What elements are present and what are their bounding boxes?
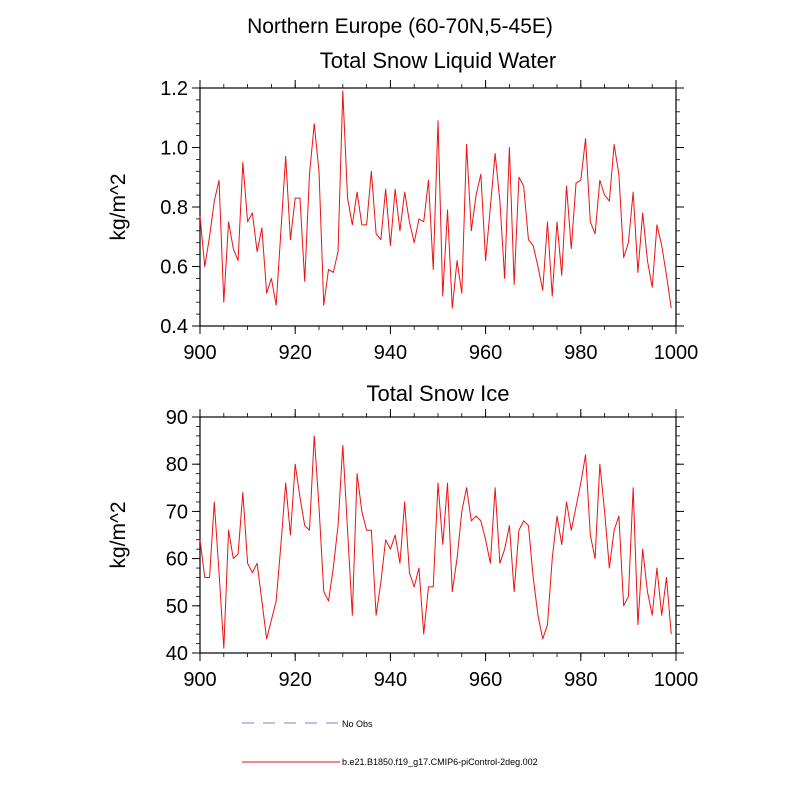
x-tick-label: 1000 [654,342,699,364]
legend-label-no-obs: No Obs [342,719,373,729]
x-tick-label: 960 [469,669,502,691]
y-tick-label: 50 [166,596,188,618]
legend-label-model: b.e21.B1850.f19_g17.CMIP6-piControl-2deg… [342,757,538,767]
panel-snow-ice: Total Snow Ice kg/m^2 40 50 60 70 80 90 900 920… [107,381,698,691]
x-tick-label: 980 [564,342,597,364]
y-axis-label: kg/m^2 [107,501,130,568]
panel-title: Total Snow Ice [366,381,509,406]
x-tick-label: 980 [564,669,597,691]
x-tick-label: 920 [279,342,312,364]
x-tick-label: 960 [469,342,502,364]
y-tick-label: 80 [166,454,188,476]
x-tick-label: 920 [279,669,312,691]
y-tick-label: 40 [166,643,188,665]
figure-title: Northern Europe (60-70N,5-45E) [247,15,553,38]
panel-title: Total Snow Liquid Water [320,48,556,73]
legend: No Obs b.e21.B1850.f19_g17.CMIP6-piContr… [242,719,538,767]
x-tick-label: 900 [183,342,216,364]
y-tick-label: 0.6 [160,257,188,279]
y-tick-label: 70 [166,501,188,523]
x-tick-label: 1000 [654,669,699,691]
y-axis-label: kg/m^2 [107,173,130,240]
series-line [199,90,672,309]
y-tick-label: 1.0 [160,138,188,160]
y-tick-label: 60 [166,549,188,571]
y-tick-label: 0.8 [160,197,188,219]
plot-frame [199,416,677,654]
series-line [199,435,672,649]
x-tick-label: 900 [183,669,216,691]
x-tick-label: 940 [374,669,407,691]
panel-snow-liquid-water: Total Snow Liquid Water kg/m^2 0.4 0.6 0.8… [107,48,698,364]
y-tick-label: 90 [166,407,188,429]
y-tick-label: 0.4 [160,316,188,338]
y-tick-label: 1.2 [160,78,188,100]
x-tick-label: 940 [374,342,407,364]
